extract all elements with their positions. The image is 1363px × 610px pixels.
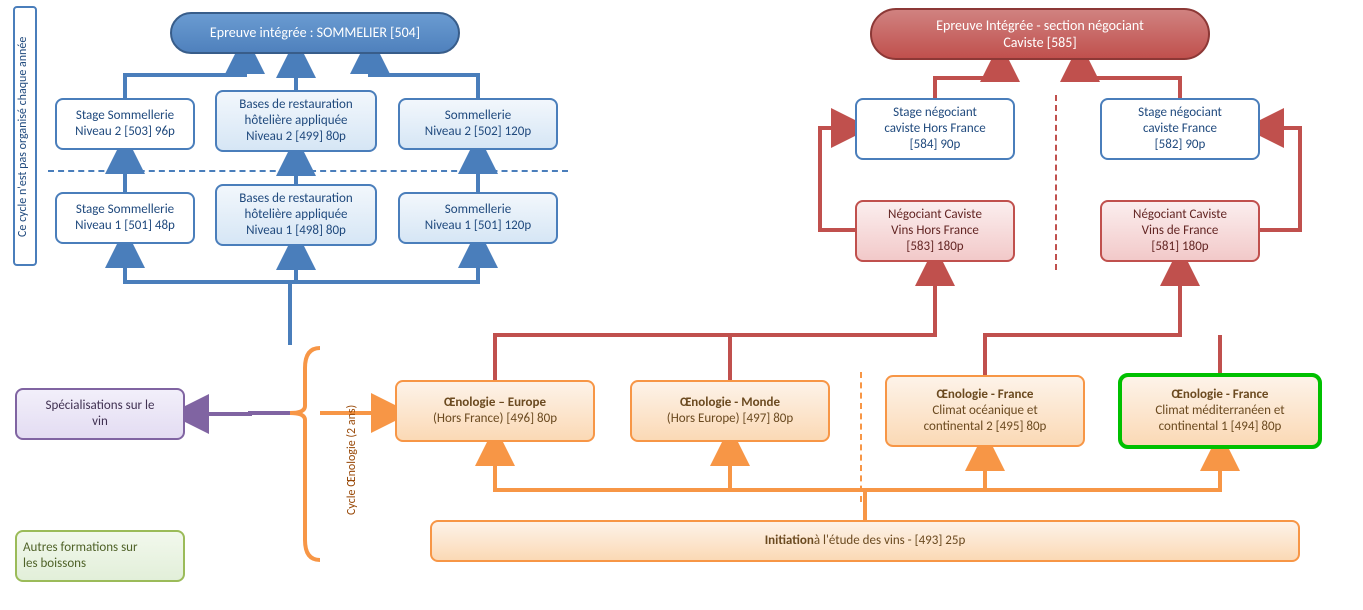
initiation-etude-vins: Initiation à l'étude des vins - [493] 25… — [430, 520, 1300, 562]
bases-restauration-n1: Bases de restauration hôtelière appliqué… — [215, 184, 377, 246]
sommelier-pill-text: Epreuve intégrée : SOMMELIER [504] — [210, 24, 420, 42]
blue-dash-divider — [48, 170, 568, 172]
orange-dash-divider-bottom — [860, 372, 862, 502]
bases-restauration-n2: Bases de restauration hôtelière appliqué… — [215, 90, 377, 152]
oenologie-france-2: Œnologie - France Climat océanique et co… — [885, 375, 1085, 447]
stage-negociant-france: Stage négociant caviste France [582] 90p — [1100, 98, 1260, 160]
sommelier-pill: Epreuve intégrée : SOMMELIER [504] — [170, 12, 460, 54]
cycle-oenologie-label: Cycle Œnologie (2 ans) — [345, 370, 359, 550]
connector-layer — [0, 0, 1363, 610]
stage-sommellerie-n2: Stage Sommellerie Niveau 2 [503] 96p — [55, 98, 195, 150]
sommellerie-n1: Sommellerie Niveau 1 [501] 120p — [398, 192, 558, 244]
sommellerie-n2: Sommellerie Niveau 2 [502] 120p — [398, 98, 558, 150]
caviste-pill: Epreuve Intégrée - section négociant Cav… — [870, 8, 1210, 60]
oenologie-france-1: Œnologie - France Climat méditerranéen e… — [1120, 375, 1320, 447]
oenologie-monde: Œnologie - Monde (Hors Europe) [497] 80p — [630, 380, 830, 442]
specialisations-vin: Spécialisations sur le vin — [15, 388, 185, 440]
autres-formations-boissons: Autres formations sur les boissons — [15, 530, 185, 582]
oenologie-europe: Œnologie – Europe (Hors France) [496] 80… — [395, 380, 595, 442]
negociant-caviste-hors-france: Négociant Caviste Vins Hors France [583]… — [855, 200, 1015, 262]
stage-sommellerie-n1: Stage Sommellerie Niveau 1 [501] 48p — [55, 192, 195, 244]
caviste-pill-line1: Epreuve Intégrée - section négociant — [936, 17, 1144, 35]
negociant-caviste-france: Négociant Caviste Vins de France [581] 1… — [1100, 200, 1260, 262]
red-dash-divider-top — [1055, 95, 1057, 270]
left-cycle-label: Ce cycle n'est pas organisé chaque année — [16, 12, 30, 262]
caviste-pill-line2: Caviste [585] — [1003, 34, 1076, 52]
stage-negociant-hors-france: Stage négociant caviste Hors France [584… — [855, 98, 1015, 160]
